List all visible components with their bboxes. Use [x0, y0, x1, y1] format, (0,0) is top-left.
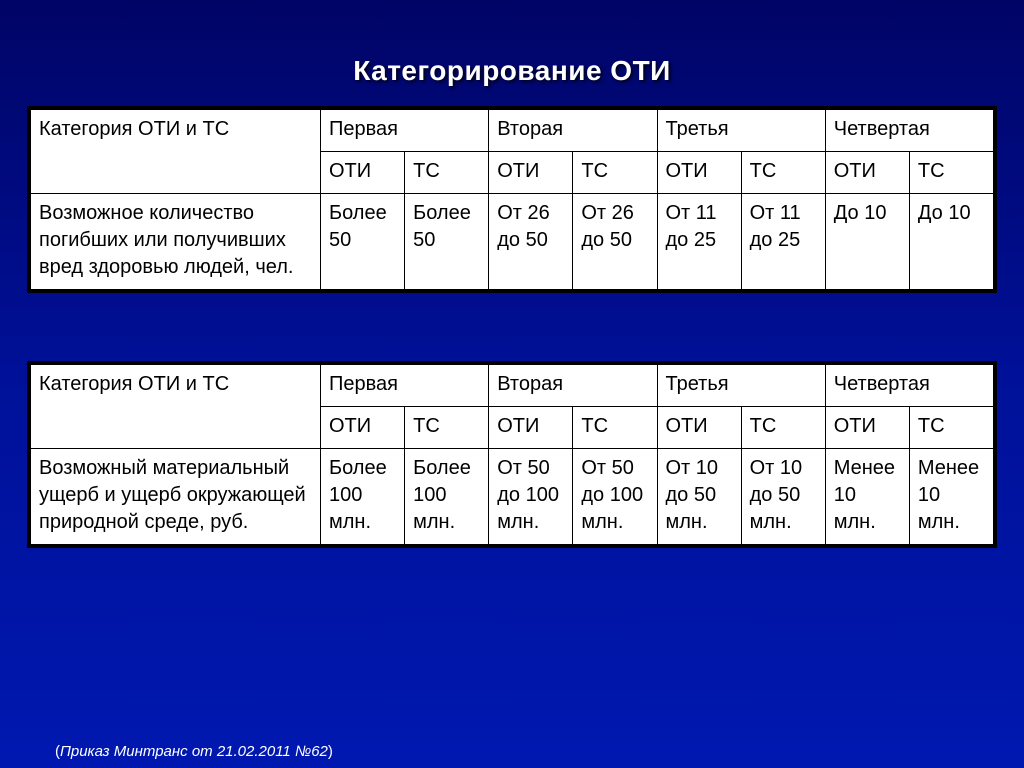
subheader-oti: ОТИ — [321, 407, 405, 449]
table-row: Возможное количество погибших или получи… — [31, 194, 994, 290]
subheader-tc: ТС — [741, 407, 825, 449]
header-cat1: Первая — [321, 365, 489, 407]
table-casualties: Категория ОТИ и ТС Первая Вторая Третья … — [28, 107, 996, 292]
header-cat4: Четвертая — [825, 110, 993, 152]
cell-value: От 26 до 50 — [573, 194, 657, 290]
subheader-tc: ТС — [909, 152, 993, 194]
subheader-oti: ОТИ — [825, 407, 909, 449]
header-cat1: Первая — [321, 110, 489, 152]
footnote: (Приказ Минтранс от 21.02.2011 №62) — [55, 743, 333, 760]
subheader-oti: ОТИ — [657, 407, 741, 449]
subheader-tc: ТС — [405, 407, 489, 449]
cell-value: До 10 — [825, 194, 909, 290]
cell-value: Менее 10 млн. — [909, 449, 993, 545]
cell-value: От 26 до 50 — [489, 194, 573, 290]
cell-value: От 50 до 100 млн. — [489, 449, 573, 545]
subheader-oti: ОТИ — [489, 152, 573, 194]
page-title: Категорирование ОТИ — [0, 0, 1024, 107]
subheader-oti: ОТИ — [489, 407, 573, 449]
cell-value: От 10 до 50 млн. — [741, 449, 825, 545]
header-category-label: Категория ОТИ и ТС — [31, 110, 321, 194]
header-cat4: Четвертая — [825, 365, 993, 407]
header-cat3: Третья — [657, 365, 825, 407]
row-label-damage: Возможный материальный ущерб и ущерб окр… — [31, 449, 321, 545]
cell-value: Более 100 млн. — [405, 449, 489, 545]
subheader-oti: ОТИ — [657, 152, 741, 194]
cell-value: Более 50 — [405, 194, 489, 290]
subheader-oti: ОТИ — [825, 152, 909, 194]
row-label-casualties: Возможное количество погибших или получи… — [31, 194, 321, 290]
header-cat2: Вторая — [489, 110, 657, 152]
cell-value: От 11 до 25 — [741, 194, 825, 290]
cell-value: От 11 до 25 — [657, 194, 741, 290]
header-cat2: Вторая — [489, 365, 657, 407]
subheader-tc: ТС — [573, 407, 657, 449]
table-row: Категория ОТИ и ТС Первая Вторая Третья … — [31, 365, 994, 407]
header-category-label: Категория ОТИ и ТС — [31, 365, 321, 449]
table-damage: Категория ОТИ и ТС Первая Вторая Третья … — [28, 362, 996, 547]
cell-value: До 10 — [909, 194, 993, 290]
table-row: Категория ОТИ и ТС Первая Вторая Третья … — [31, 110, 994, 152]
cell-value: От 50 до 100 млн. — [573, 449, 657, 545]
footnote-close: ) — [328, 743, 333, 760]
cell-value: Более 50 — [321, 194, 405, 290]
cell-value: Более 100 млн. — [321, 449, 405, 545]
cell-value: От 10 до 50 млн. — [657, 449, 741, 545]
header-cat3: Третья — [657, 110, 825, 152]
table-row: Возможный материальный ущерб и ущерб окр… — [31, 449, 994, 545]
subheader-tc: ТС — [573, 152, 657, 194]
subheader-tc: ТС — [405, 152, 489, 194]
subheader-tc: ТС — [909, 407, 993, 449]
subheader-oti: ОТИ — [321, 152, 405, 194]
subheader-tc: ТС — [741, 152, 825, 194]
footnote-text: Приказ Минтранс от 21.02.2011 №62 — [60, 743, 328, 760]
cell-value: Менее 10 млн. — [825, 449, 909, 545]
